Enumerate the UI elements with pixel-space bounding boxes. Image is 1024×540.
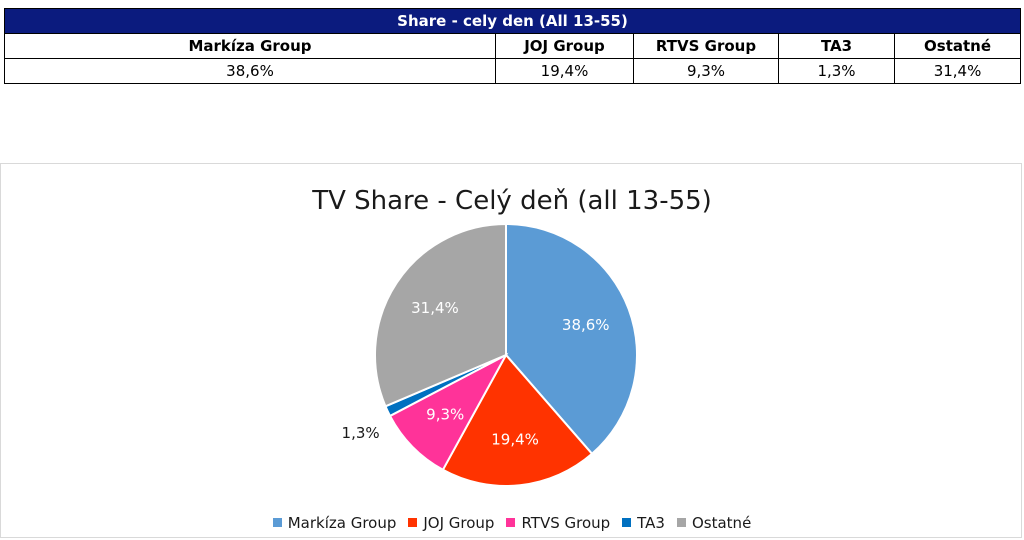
value-ostatne: 31,4%: [893, 58, 1022, 84]
chart-legend: Markíza Group JOJ Group RTVS Group TA3 Ostat…: [1, 514, 1023, 532]
data-label-rtvs-group: 9,3%: [426, 406, 464, 424]
legend-swatch: [506, 518, 516, 527]
pie-chart: TV Share - Celý deň (all 13-55) 38,6% 19,…: [0, 163, 1022, 538]
chart-title: TV Share - Celý deň (all 13-55): [312, 186, 712, 216]
header-ostatne: Ostatné: [893, 33, 1022, 59]
legend-swatch: [408, 518, 418, 527]
pie-chart-svg: 38,6% 19,4% 9,3% 1,3% 31,4%: [342, 222, 638, 487]
legend-swatch: [622, 518, 632, 527]
value-markiza: 38,6%: [4, 58, 496, 84]
legend-label: Markíza Group: [287, 514, 397, 532]
share-table: Share - cely den (All 13-55) Markíza Gro…: [3, 8, 1022, 84]
header-markiza: Markíza Group: [4, 33, 496, 59]
legend-label: JOJ Group: [423, 514, 495, 532]
legend-item-markiza-group: Markíza Group: [272, 514, 397, 532]
legend-swatch: [676, 518, 686, 527]
table-title: Share - cely den (All 13-55): [3, 8, 1022, 34]
data-label-ta3: 1,3%: [342, 424, 380, 442]
pie-slice-joj-group: [441, 353, 594, 487]
header-joj: JOJ Group: [495, 33, 634, 59]
data-label-markiza-group: 38,6%: [562, 316, 610, 334]
value-ta3: 1,3%: [778, 58, 895, 84]
legend-item-ta3: TA3: [622, 514, 665, 532]
header-ta3: TA3: [778, 33, 895, 59]
pie-slice-ostatne: [374, 222, 507, 408]
legend-label: TA3: [637, 514, 665, 532]
legend-item-joj-group: JOJ Group: [408, 514, 494, 532]
value-rtvs: 9,3%: [633, 58, 779, 84]
legend-item-ostatne: Ostatné: [676, 514, 752, 532]
data-label-joj-group: 19,4%: [491, 431, 539, 449]
data-label-ostatne: 31,4%: [411, 299, 459, 317]
legend-swatch: [272, 518, 282, 527]
pie-slice-markiza-group: [505, 222, 638, 456]
legend-label: Ostatné: [691, 514, 752, 532]
header-rtvs: RTVS Group: [633, 33, 779, 59]
legend-item-rtvs-group: RTVS Group: [506, 514, 610, 532]
legend-label: RTVS Group: [521, 514, 611, 532]
pie-slice-rtvs-group: [388, 352, 509, 472]
value-joj: 19,4%: [495, 58, 634, 84]
